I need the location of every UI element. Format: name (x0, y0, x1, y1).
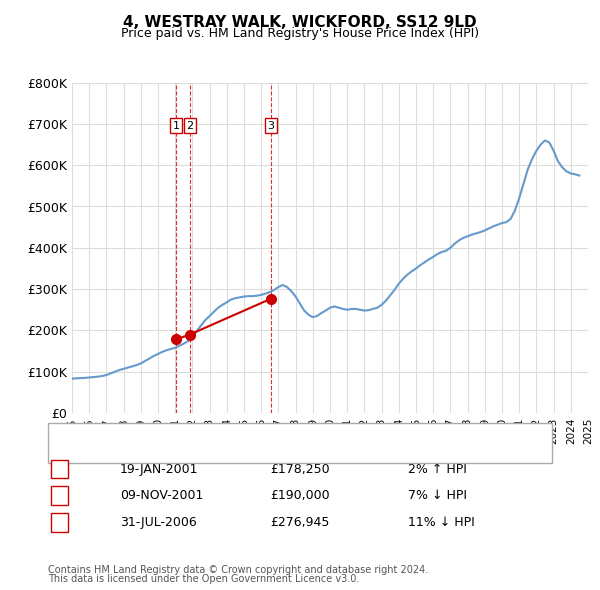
Text: 11% ↓ HPI: 11% ↓ HPI (408, 516, 475, 529)
Text: This data is licensed under the Open Government Licence v3.0.: This data is licensed under the Open Gov… (48, 574, 359, 584)
Text: 2: 2 (55, 489, 64, 502)
Text: £190,000: £190,000 (270, 489, 329, 502)
Text: ————: ———— (66, 427, 116, 440)
Text: 2: 2 (186, 120, 193, 130)
Text: 19-JAN-2001: 19-JAN-2001 (120, 463, 199, 476)
Text: 1: 1 (55, 463, 64, 476)
Text: 3: 3 (268, 120, 275, 130)
Text: 1: 1 (173, 120, 179, 130)
Text: HPI: Average price, detached house, Basildon: HPI: Average price, detached house, Basi… (99, 446, 368, 459)
Text: £276,945: £276,945 (270, 516, 329, 529)
Text: 4, WESTRAY WALK, WICKFORD, SS12 9LD (detached house): 4, WESTRAY WALK, WICKFORD, SS12 9LD (det… (99, 427, 449, 440)
Text: 2% ↑ HPI: 2% ↑ HPI (408, 463, 467, 476)
Text: ————: ———— (66, 446, 116, 459)
Text: 31-JUL-2006: 31-JUL-2006 (120, 516, 197, 529)
Text: 09-NOV-2001: 09-NOV-2001 (120, 489, 203, 502)
Text: 7% ↓ HPI: 7% ↓ HPI (408, 489, 467, 502)
Text: 4, WESTRAY WALK, WICKFORD, SS12 9LD: 4, WESTRAY WALK, WICKFORD, SS12 9LD (123, 15, 477, 30)
Text: 3: 3 (55, 516, 64, 529)
Text: Contains HM Land Registry data © Crown copyright and database right 2024.: Contains HM Land Registry data © Crown c… (48, 565, 428, 575)
Text: Price paid vs. HM Land Registry's House Price Index (HPI): Price paid vs. HM Land Registry's House … (121, 27, 479, 40)
Text: £178,250: £178,250 (270, 463, 329, 476)
